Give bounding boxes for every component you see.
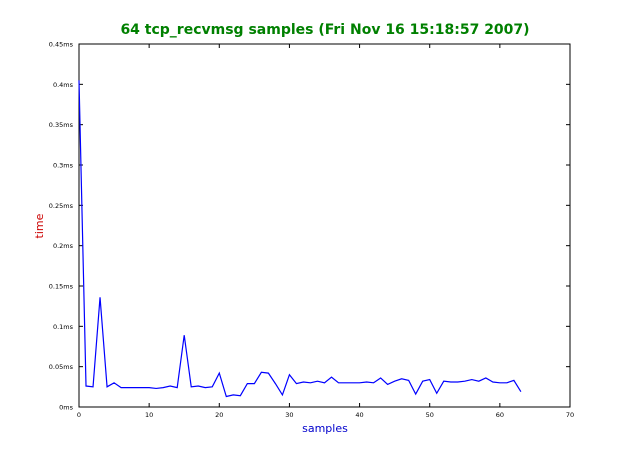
x-tick-label: 10 — [145, 411, 153, 419]
x-axis-label: samples — [302, 422, 348, 435]
y-tick-label: 0.45ms — [49, 41, 74, 49]
y-tick-label: 0.05ms — [49, 363, 74, 371]
x-tick-labels: 0 10 20 30 40 50 60 70 — [77, 411, 574, 419]
y-axis-label: time — [33, 213, 46, 238]
y-tick-label: 0ms — [59, 404, 73, 412]
x-tick-label: 70 — [566, 411, 574, 419]
y-tick-label: 0.3ms — [53, 162, 74, 170]
y-tick-label: 0.15ms — [49, 283, 74, 291]
y-tick-label: 0.2ms — [53, 242, 74, 250]
x-tick-label: 40 — [355, 411, 363, 419]
x-tick-label: 60 — [496, 411, 504, 419]
x-tick-label: 50 — [426, 411, 434, 419]
y-tick-label: 0.35ms — [49, 121, 74, 129]
x-tick-label: 20 — [215, 411, 223, 419]
y-tick-label: 0.1ms — [53, 323, 74, 331]
y-tick-labels: 0ms 0.05ms 0.1ms 0.15ms 0.2ms 0.25ms 0.3ms 0.35… — [49, 41, 74, 412]
y-tick-label: 0.25ms — [49, 202, 74, 210]
y-tick-label: 0.4ms — [53, 81, 74, 89]
tick-marks — [78, 43, 571, 408]
chart-title: 64 tcp_recvmsg samples (Fri Nov 16 15:18… — [120, 22, 529, 38]
x-tick-label: 30 — [285, 411, 293, 419]
plot-area — [78, 43, 571, 408]
series-line — [78, 80, 522, 398]
x-tick-label: 0 — [77, 411, 81, 419]
